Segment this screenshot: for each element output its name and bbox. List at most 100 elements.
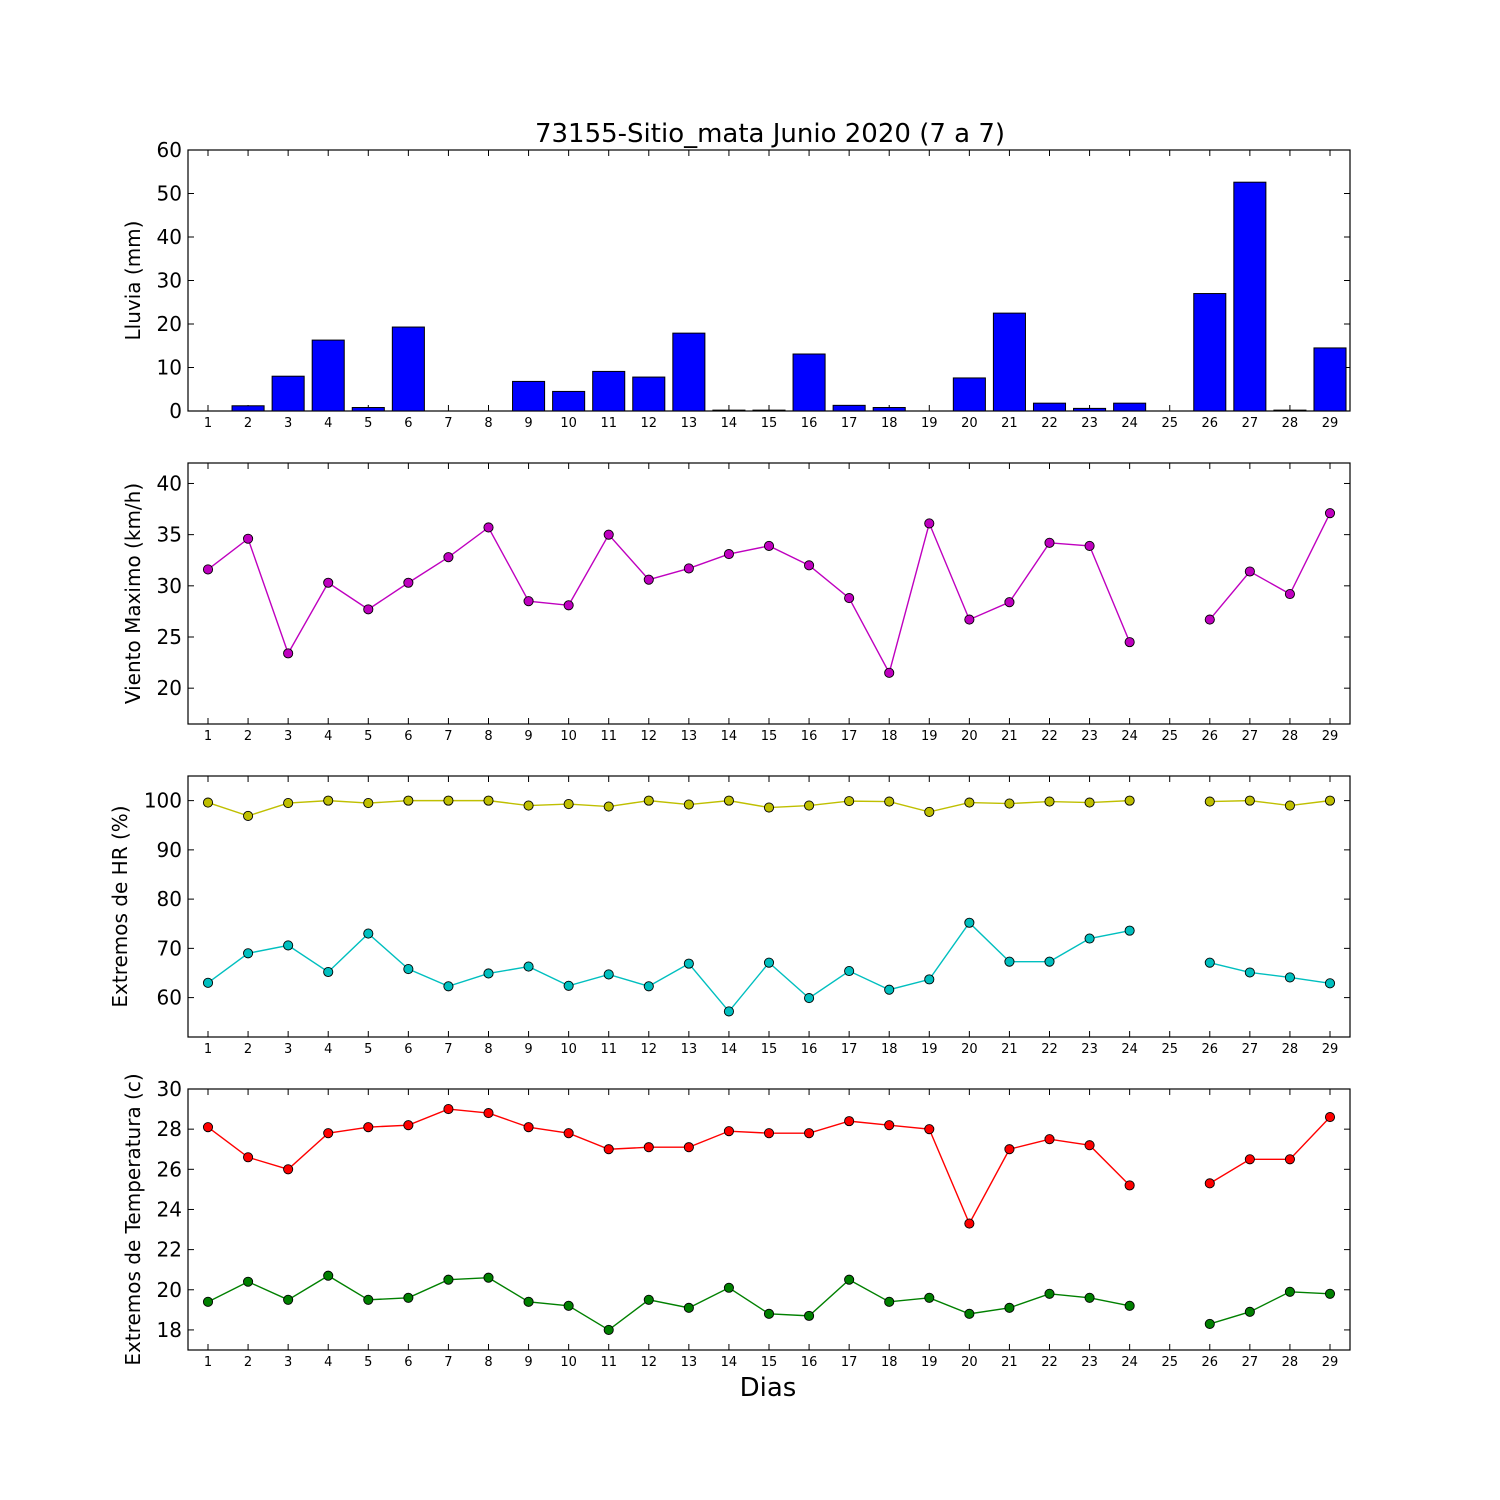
bar-day-29 bbox=[1313, 347, 1347, 412]
point-hr-1-day-2 bbox=[243, 948, 254, 959]
point-temp-0-day-17 bbox=[844, 1116, 855, 1127]
x-tick-label-temp: 29 bbox=[1322, 1355, 1339, 1370]
point-hr-0-day-10 bbox=[563, 799, 574, 810]
x-tick-label-hr: 22 bbox=[1041, 1042, 1058, 1057]
x-tick-label-wind: 1 bbox=[204, 729, 212, 744]
point-hr-0-day-12 bbox=[643, 795, 654, 806]
y-axis-label-hr: Extremos de HR (%) bbox=[108, 805, 132, 1007]
bar-day-17 bbox=[832, 404, 866, 412]
x-tick-label-hr: 8 bbox=[484, 1042, 492, 1057]
point-temp-1-day-16 bbox=[804, 1310, 815, 1321]
point-hr-1-day-18 bbox=[884, 984, 895, 995]
x-tick-label-rain: 17 bbox=[841, 416, 858, 431]
point-temp-0-day-9 bbox=[523, 1122, 534, 1133]
x-tick-label-wind: 10 bbox=[560, 729, 577, 744]
point-temp-0-day-28 bbox=[1284, 1154, 1295, 1165]
y-tick-label-temp: 28 bbox=[157, 1117, 182, 1141]
point-hr-0-day-15 bbox=[763, 802, 775, 813]
series-line-temp-1 bbox=[1209, 1291, 1331, 1325]
series-line-wind-0 bbox=[1209, 512, 1331, 621]
point-temp-1-day-7 bbox=[443, 1274, 454, 1285]
series-line-temp-1 bbox=[207, 1274, 1130, 1331]
x-tick-label-hr: 26 bbox=[1202, 1042, 1219, 1057]
point-wind-0-day-16 bbox=[804, 560, 815, 571]
x-tick-label-hr: 2 bbox=[244, 1042, 252, 1057]
point-hr-0-day-7 bbox=[443, 795, 454, 806]
x-tick-label-rain: 27 bbox=[1242, 416, 1259, 431]
x-tick-label-rain: 5 bbox=[364, 416, 372, 431]
point-hr-0-day-20 bbox=[964, 797, 975, 808]
x-tick-label-wind: 5 bbox=[364, 729, 372, 744]
x-tick-label-temp: 28 bbox=[1282, 1355, 1299, 1370]
point-hr-0-day-4 bbox=[323, 795, 334, 806]
x-tick-label-hr: 15 bbox=[761, 1042, 778, 1057]
x-tick-label-rain: 6 bbox=[404, 416, 412, 431]
x-tick-label-temp: 9 bbox=[524, 1355, 532, 1370]
point-temp-1-day-2 bbox=[243, 1276, 254, 1287]
point-temp-1-day-23 bbox=[1084, 1292, 1095, 1303]
point-temp-1-day-4 bbox=[323, 1270, 334, 1281]
point-wind-0-day-13 bbox=[683, 563, 694, 574]
point-temp-1-day-27 bbox=[1244, 1306, 1255, 1317]
point-hr-1-day-17 bbox=[844, 965, 855, 977]
point-hr-0-day-5 bbox=[363, 798, 374, 809]
x-tick-label-rain: 19 bbox=[921, 416, 938, 431]
x-tick-label-temp: 21 bbox=[1001, 1355, 1018, 1370]
point-temp-0-day-22 bbox=[1044, 1134, 1055, 1145]
bar-day-18 bbox=[872, 407, 906, 412]
point-hr-1-day-5 bbox=[363, 928, 374, 939]
point-hr-1-day-3 bbox=[283, 940, 294, 951]
point-wind-0-day-26 bbox=[1204, 614, 1215, 625]
series-line-hr-1 bbox=[1209, 961, 1331, 985]
point-temp-1-day-10 bbox=[563, 1300, 574, 1311]
point-temp-1-day-15 bbox=[763, 1308, 775, 1319]
x-tick-label-wind: 17 bbox=[841, 729, 858, 744]
x-tick-label-temp: 17 bbox=[841, 1355, 858, 1370]
point-hr-1-day-4 bbox=[323, 966, 334, 978]
x-tick-label-rain: 29 bbox=[1322, 416, 1339, 431]
point-hr-0-day-17 bbox=[844, 796, 855, 807]
point-hr-0-day-29 bbox=[1324, 795, 1336, 806]
bar-day-11 bbox=[592, 370, 626, 412]
x-tick-label-hr: 28 bbox=[1282, 1042, 1299, 1057]
x-tick-label-rain: 14 bbox=[721, 416, 738, 431]
x-tick-label-wind: 7 bbox=[444, 729, 452, 744]
point-temp-0-day-10 bbox=[563, 1128, 574, 1139]
series-line-wind-0 bbox=[207, 521, 1131, 675]
x-tick-label-temp: 6 bbox=[404, 1355, 412, 1370]
point-wind-0-day-1 bbox=[202, 564, 214, 575]
x-tick-label-rain: 28 bbox=[1282, 416, 1299, 431]
bar-day-9 bbox=[512, 380, 546, 412]
x-tick-label-rain: 7 bbox=[444, 416, 452, 431]
point-temp-1-day-28 bbox=[1284, 1286, 1295, 1297]
x-tick-label-temp: 18 bbox=[881, 1355, 898, 1370]
x-tick-label-wind: 12 bbox=[641, 729, 658, 744]
x-tick-label-wind: 6 bbox=[404, 729, 412, 744]
x-tick-label-hr: 6 bbox=[404, 1042, 412, 1057]
x-tick-label-hr: 9 bbox=[524, 1042, 532, 1057]
y-tick-label-wind: 40 bbox=[157, 471, 182, 495]
bar-day-13 bbox=[672, 332, 706, 412]
point-wind-0-day-21 bbox=[1004, 597, 1015, 608]
point-wind-0-day-20 bbox=[964, 614, 975, 625]
plot-frame-rain bbox=[187, 149, 1351, 412]
x-tick-label-wind: 22 bbox=[1041, 729, 1058, 744]
series-line-hr-0 bbox=[1209, 799, 1331, 807]
x-tick-label-temp: 22 bbox=[1041, 1355, 1058, 1370]
x-tick-label-wind: 23 bbox=[1081, 729, 1098, 744]
x-tick-label-rain: 26 bbox=[1202, 416, 1219, 431]
series-line-temp-0 bbox=[207, 1108, 1131, 1226]
y-axis-label-wind: Viento Maximo (km/h) bbox=[121, 483, 145, 704]
bar-day-24 bbox=[1113, 402, 1147, 412]
x-tick-label-hr: 16 bbox=[801, 1042, 818, 1057]
x-tick-label-hr: 25 bbox=[1161, 1042, 1178, 1057]
point-hr-0-day-27 bbox=[1244, 795, 1255, 806]
point-hr-1-day-6 bbox=[403, 963, 414, 975]
point-hr-1-day-26 bbox=[1204, 957, 1215, 968]
y-tick-label-rain: 30 bbox=[157, 269, 182, 293]
bar-day-27 bbox=[1233, 181, 1267, 412]
point-temp-0-day-11 bbox=[603, 1144, 614, 1155]
